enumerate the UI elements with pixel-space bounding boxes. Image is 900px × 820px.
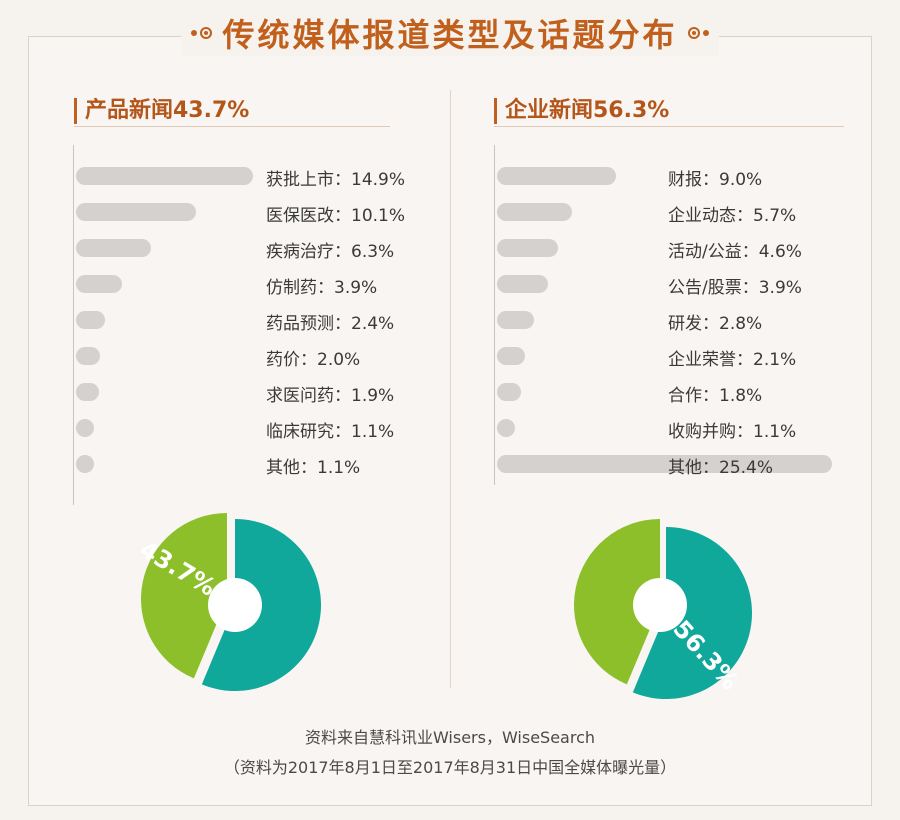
bar-9 <box>497 455 833 473</box>
bar-label-3: 活动/公益：4.6% <box>668 242 802 262</box>
bar-1 <box>497 167 616 185</box>
bar-3 <box>497 239 558 257</box>
bar-2 <box>497 203 573 221</box>
bar-3 <box>76 239 151 257</box>
column-divider <box>450 90 451 688</box>
bar-label-6: 药价：2.0% <box>266 350 361 370</box>
bar-label-1: 财报：9.0% <box>668 170 763 190</box>
left-axis-line <box>73 145 74 505</box>
product-news-donut: 43.7% <box>135 513 321 691</box>
bar-7 <box>76 383 99 401</box>
right-panel-underline <box>494 126 844 127</box>
right-axis-line <box>494 145 495 485</box>
bar-label-6: 企业荣誉：2.1% <box>668 350 797 370</box>
bar-1 <box>76 167 254 185</box>
page-title: 传统媒体报道类型及话题分布 <box>222 16 678 54</box>
bar-9 <box>76 455 94 473</box>
bar-label-7: 合作：1.8% <box>668 386 763 406</box>
bar-label-5: 药品预测：2.4% <box>266 314 395 334</box>
bar-8 <box>497 419 515 437</box>
bar-label-5: 研发：2.8% <box>668 314 763 334</box>
donut-slice-highlight <box>632 527 752 699</box>
bar-label-8: 临床研究：1.1% <box>266 422 395 442</box>
bar-5 <box>497 311 534 329</box>
donut-slice-highlight <box>140 513 227 679</box>
bar-label-3: 疾病治疗：6.3% <box>266 242 395 262</box>
bar-label-9: 其他：25.4% <box>668 458 774 478</box>
bar-label-2: 企业动态：5.7% <box>668 206 797 226</box>
ornament-right-icon <box>687 27 709 39</box>
left-panel-title: 产品新闻43.7% <box>74 98 249 124</box>
donut-hole <box>208 578 262 632</box>
donut-slice-other <box>574 519 660 685</box>
right-panel-title: 企业新闻56.3% <box>494 98 669 124</box>
bar-4 <box>497 275 549 293</box>
bar-7 <box>497 383 521 401</box>
bar-6 <box>497 347 525 365</box>
bar-label-2: 医保医改：10.1% <box>266 206 406 226</box>
bar-label-8: 收购并购：1.1% <box>668 422 797 442</box>
bar-label-9: 其他：1.1% <box>266 458 361 478</box>
source-note: （资料为2017年8月1日至2017年8月31日中国全媒体曝光量） <box>223 758 677 777</box>
bar-2 <box>76 203 197 221</box>
title-bar: 传统媒体报道类型及话题分布 <box>0 4 900 62</box>
enterprise-news-donut: 56.3% <box>574 519 752 699</box>
left-panel-underline <box>74 126 390 127</box>
bar-label-7: 求医问药：1.9% <box>266 386 395 406</box>
bar-label-4: 仿制药：3.9% <box>266 278 378 298</box>
bar-5 <box>76 311 105 329</box>
bar-4 <box>76 275 123 293</box>
source-text: 资料来自慧科讯业Wisers，WiseSearch <box>304 728 596 747</box>
donut-hole <box>633 578 687 632</box>
bar-label-1: 获批上市：14.9% <box>266 170 406 190</box>
ornament-left-icon <box>191 27 213 39</box>
bar-8 <box>76 419 94 437</box>
bar-label-4: 公告/股票：3.9% <box>668 278 802 298</box>
bar-6 <box>76 347 100 365</box>
